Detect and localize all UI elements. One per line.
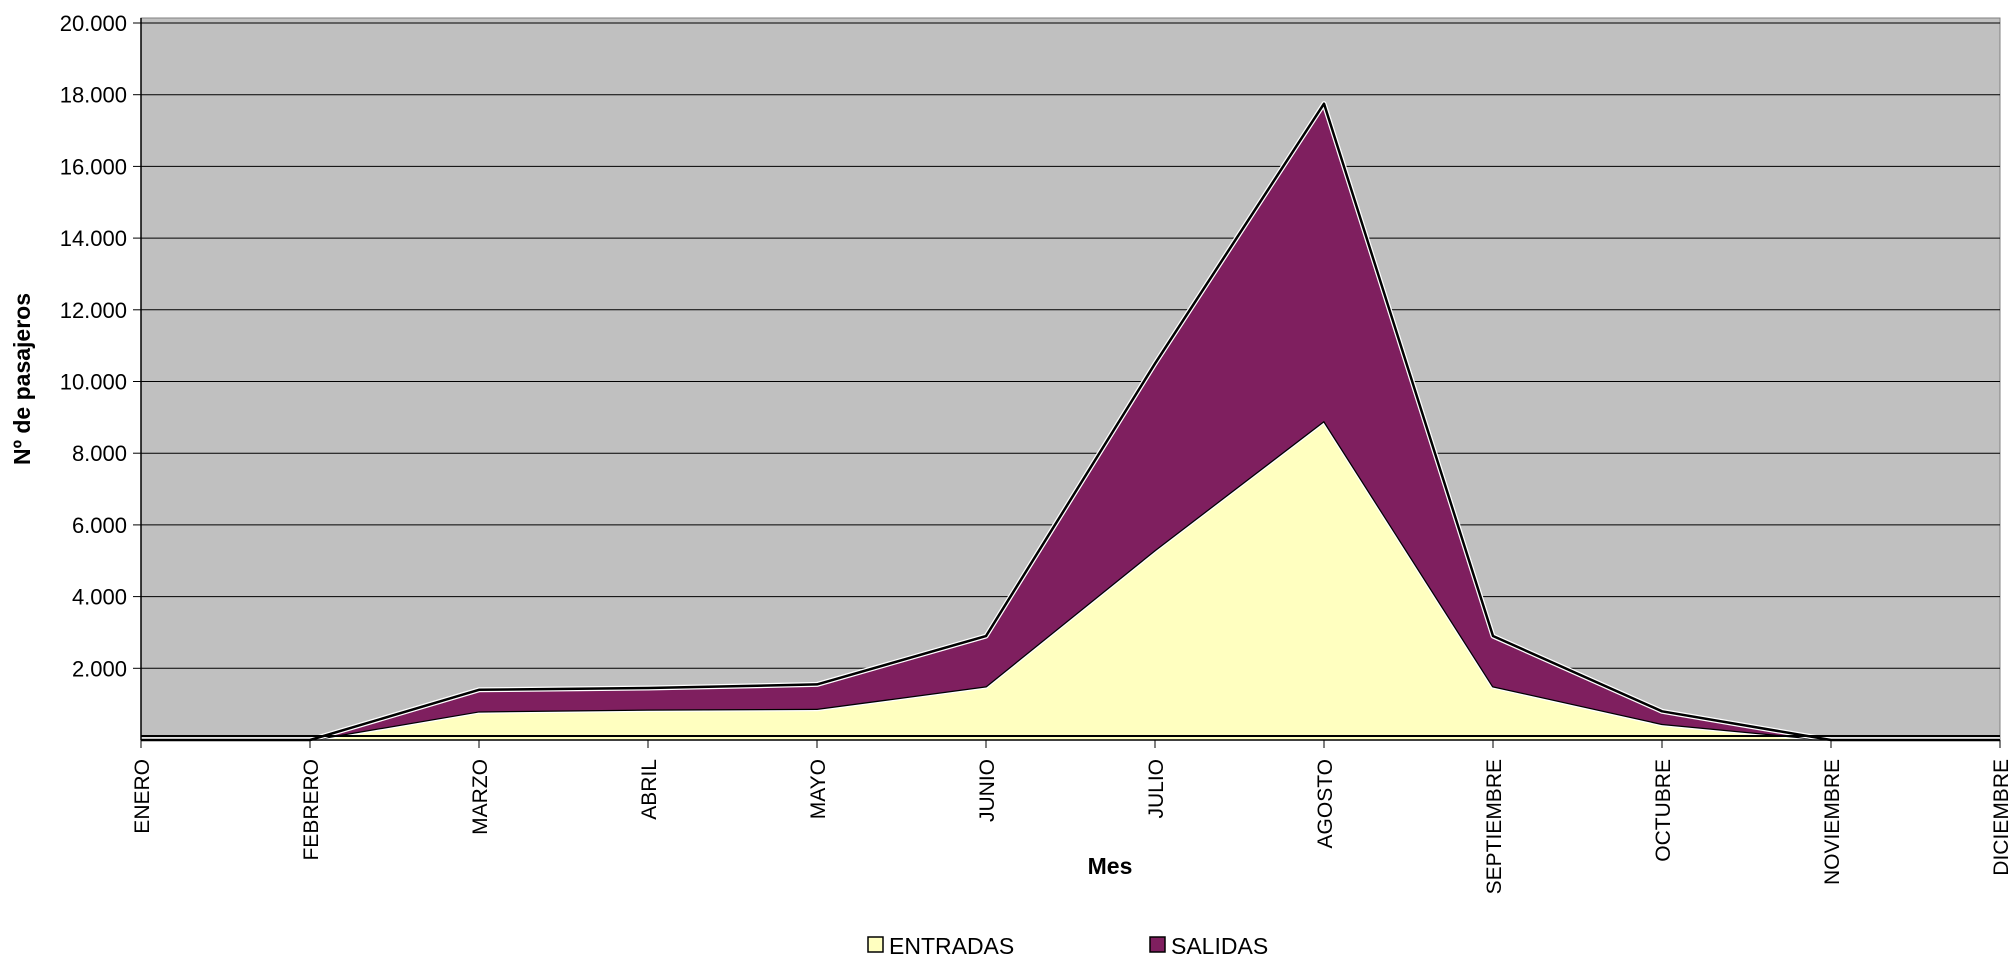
x-axis: ENERO FEBRERO MARZO ABRIL MAYO JUNIO JULIO AGOS… bbox=[131, 739, 2008, 894]
x-tick-label: MARZO bbox=[469, 759, 492, 835]
y-tick-label: 16.000 bbox=[60, 154, 127, 179]
x-tick-label: FEBRERO bbox=[300, 759, 323, 861]
y-tick-label: 2.000 bbox=[72, 656, 127, 681]
y-tick-label: 12.000 bbox=[60, 298, 127, 323]
legend: ENTRADAS SALIDAS bbox=[867, 933, 1268, 959]
x-tick-label: JUNIO bbox=[976, 759, 999, 822]
gridlines bbox=[141, 22, 2000, 669]
x-tick-label: ENERO bbox=[131, 759, 154, 834]
legend-swatch-entradas bbox=[867, 936, 884, 953]
legend-label-entradas: ENTRADAS bbox=[889, 933, 1014, 959]
y-tick-label: 4.000 bbox=[72, 585, 127, 610]
x-tick-label: AGOSTO bbox=[1314, 759, 1337, 848]
y-axis-label: Nº de pasajeros bbox=[9, 293, 35, 465]
x-tick-label: MAYO bbox=[807, 759, 830, 819]
x-tick-label: SEPTIEMBRE bbox=[1483, 759, 1506, 894]
area-salidas bbox=[141, 103, 2000, 741]
y-axis: 2.000 4.000 6.000 8.000 10.000 12.000 14.000 16… bbox=[60, 11, 142, 740]
y-tick-label: 8.000 bbox=[72, 441, 127, 466]
x-tick-label: NOVIEMBRE bbox=[1821, 759, 1844, 885]
area-entradas bbox=[141, 420, 2000, 740]
y-tick-label: 10.000 bbox=[60, 370, 127, 395]
y-tick-label: 14.000 bbox=[60, 226, 127, 251]
x-tick-label: OCTUBRE bbox=[1652, 759, 1675, 862]
x-tick-label: DICIEMBRE bbox=[1990, 759, 2008, 876]
x-tick-label: ABRIL bbox=[638, 759, 661, 820]
y-tick-label: 18.000 bbox=[60, 83, 127, 108]
legend-swatch-salidas bbox=[1149, 936, 1166, 953]
series-line-salidas bbox=[141, 102, 2000, 742]
x-tick-label: JULIO bbox=[1145, 759, 1168, 819]
y-tick-label: 20.000 bbox=[60, 11, 127, 36]
area-series bbox=[141, 101, 2000, 743]
y-tick-label: 6.000 bbox=[72, 513, 127, 538]
x-axis-label: Mes bbox=[1088, 853, 1133, 879]
legend-label-salidas: SALIDAS bbox=[1171, 933, 1268, 959]
